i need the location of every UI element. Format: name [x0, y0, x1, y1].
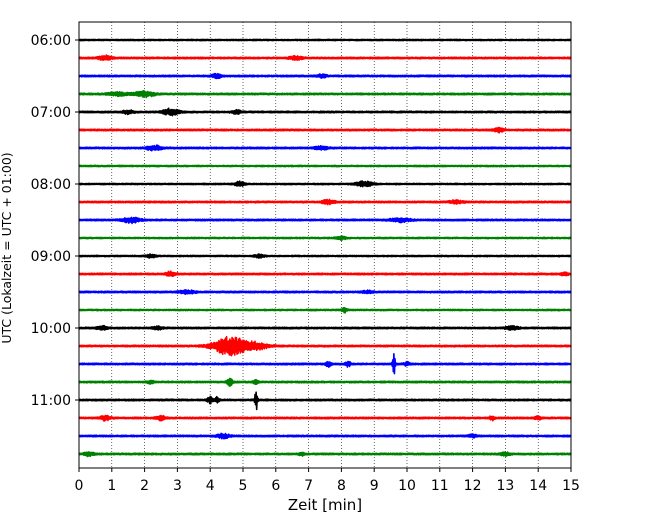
- x-tick-label: 0: [75, 478, 84, 494]
- x-tick-label: 9: [370, 478, 379, 494]
- seismogram-trace: [78, 324, 572, 331]
- x-tick-label: 7: [304, 478, 313, 494]
- x-tick-label: 2: [140, 478, 149, 494]
- seismogram-trace: [78, 253, 572, 259]
- seismogram-trace: [78, 335, 572, 357]
- y-ticks: 06:00 07:00 08:00 09:00 10:00 11:00: [31, 33, 79, 409]
- x-tick-label: 11: [431, 478, 449, 494]
- seismogram-trace: [78, 377, 572, 387]
- x-tick-label: 4: [206, 478, 215, 494]
- y-tick-label: 09:00: [31, 249, 71, 265]
- x-tick-label: 14: [529, 478, 547, 494]
- seismogram-trace: [78, 198, 572, 206]
- seismogram-trace: [78, 270, 572, 278]
- x-axis-label: Zeit [min]: [288, 496, 362, 514]
- seismogram-trace: [78, 89, 572, 99]
- x-ticks: 0 1 2 3 4 5 6 7 8 9 10 11 12 13 14 15: [75, 468, 580, 494]
- y-tick-label: 06:00: [31, 33, 71, 49]
- y-axis-label: UTC (Lokalzeit = UTC + 01:00): [0, 152, 14, 343]
- y-tick-label: 11:00: [31, 393, 71, 409]
- x-tick-label: 5: [239, 478, 248, 494]
- traces: [78, 38, 572, 458]
- x-tick-label: 3: [173, 478, 182, 494]
- seismogram-trace: [78, 38, 572, 42]
- grid-lines: [111, 22, 539, 468]
- seismogram-trace: [78, 432, 572, 440]
- seismogram-trace: [78, 216, 572, 225]
- seismogram-trace: [78, 54, 572, 62]
- x-tick-label: 10: [398, 478, 416, 494]
- seismogram-trace: [78, 391, 572, 411]
- seismogram-trace: [78, 72, 572, 80]
- seismogram-trace: [78, 144, 572, 152]
- x-tick-label: 13: [496, 478, 514, 494]
- seismogram-trace: [78, 180, 572, 188]
- y-tick-label: 07:00: [31, 105, 71, 121]
- x-tick-label: 6: [271, 478, 280, 494]
- seismogram-trace: [78, 289, 572, 295]
- seismogram-trace: [78, 352, 572, 375]
- seismogram-trace: [78, 451, 572, 458]
- seismogram-trace: [78, 306, 572, 314]
- seismogram-trace: [78, 107, 572, 117]
- seismogram-trace: [78, 414, 572, 422]
- y-tick-label: 08:00: [31, 177, 71, 193]
- seismogram-trace: [78, 164, 572, 168]
- x-tick-label: 12: [464, 478, 482, 494]
- seismogram-trace: [78, 235, 572, 241]
- x-tick-label: 1: [107, 478, 116, 494]
- x-tick-label: 8: [337, 478, 346, 494]
- seismogram-trace: [78, 126, 572, 134]
- plot-frame: [78, 21, 572, 469]
- x-tick-label: 15: [562, 478, 580, 494]
- y-tick-label: 10:00: [31, 321, 71, 337]
